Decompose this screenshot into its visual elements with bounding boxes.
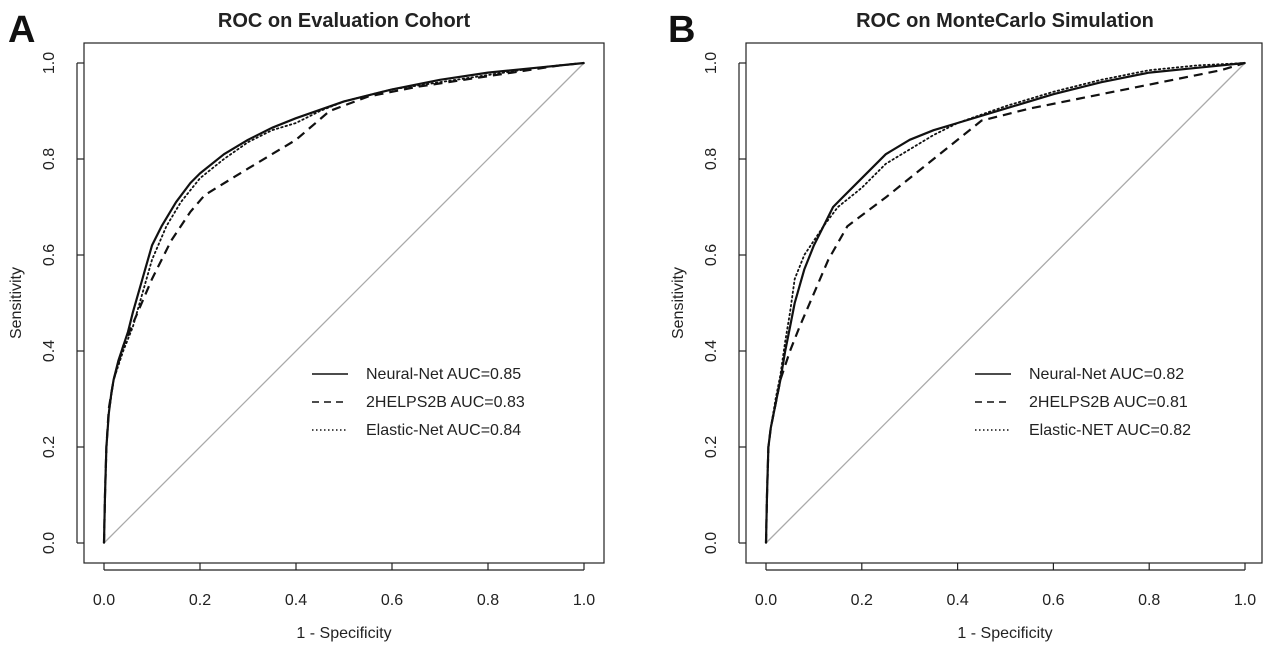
y-tick-label: 0.6 <box>41 244 58 266</box>
series-line-dotted <box>765 62 1246 544</box>
legend: Neural-Net AUC=0.82 2HELPS2B AUC=0.81 Elas… <box>975 366 1191 439</box>
reference-diagonal-line <box>765 62 1246 544</box>
chart-panel-b: B ROC on MonteCarlo Simulation 0.0 0.2 0.4 0.… <box>668 9 1263 642</box>
y-tick-label: 0.8 <box>41 148 58 170</box>
y-axis-label: Sensitivity <box>8 267 25 339</box>
legend-label: Elastic-NET AUC=0.82 <box>1029 422 1191 439</box>
legend: Neural-Net AUC=0.85 2HELPS2B AUC=0.83 Elas… <box>312 366 525 439</box>
plot-frame <box>745 42 1263 564</box>
x-tick-label: 1.0 <box>573 592 595 609</box>
x-tick-label: 0.2 <box>851 592 873 609</box>
legend-label: Elastic-Net AUC=0.84 <box>366 422 521 439</box>
panel-letter: B <box>668 9 695 51</box>
chart-title: ROC on MonteCarlo Simulation <box>856 10 1154 32</box>
x-tick-label: 0.4 <box>285 592 307 609</box>
y-tick-label: 0.4 <box>703 340 720 362</box>
legend-label: Neural-Net AUC=0.85 <box>366 366 521 383</box>
legend-label: 2HELPS2B AUC=0.83 <box>366 394 525 411</box>
panel-letter: A <box>8 9 35 51</box>
x-tick-label: 0.2 <box>189 592 211 609</box>
y-axis-label: Sensitivity <box>670 267 687 339</box>
y-tick-label: 0.0 <box>41 532 58 554</box>
x-tick-label: 0.4 <box>946 592 968 609</box>
series-line-dotted <box>103 62 585 544</box>
x-tick-label: 0.0 <box>755 592 777 609</box>
x-tick-label: 0.6 <box>1042 592 1064 609</box>
x-tick-label: 1.0 <box>1234 592 1256 609</box>
y-tick-label: 0.4 <box>41 340 58 362</box>
x-axis-label: 1 - Specificity <box>957 625 1052 642</box>
legend-label: Neural-Net AUC=0.82 <box>1029 366 1184 383</box>
x-tick-label: 0.6 <box>381 592 403 609</box>
x-tick-label: 0.8 <box>477 592 499 609</box>
legend-label: 2HELPS2B AUC=0.81 <box>1029 394 1188 411</box>
reference-diagonal-line <box>103 62 585 544</box>
chart-panel-a: A ROC on Evaluation Cohort 0.0 0.2 0.4 0.6 0.8… <box>8 9 605 642</box>
y-tick-label: 0.2 <box>703 436 720 458</box>
x-axis-label: 1 - Specificity <box>296 625 391 642</box>
y-tick-label: 0.2 <box>41 436 58 458</box>
plot-frame <box>83 42 605 564</box>
y-tick-label: 0.6 <box>703 244 720 266</box>
y-tick-label: 0.8 <box>703 148 720 170</box>
y-tick-label: 1.0 <box>41 52 58 74</box>
x-tick-label: 0.0 <box>93 592 115 609</box>
y-tick-label: 1.0 <box>703 52 720 74</box>
x-tick-label: 0.8 <box>1138 592 1160 609</box>
y-tick-label: 0.0 <box>703 532 720 554</box>
chart-title: ROC on Evaluation Cohort <box>218 10 471 32</box>
